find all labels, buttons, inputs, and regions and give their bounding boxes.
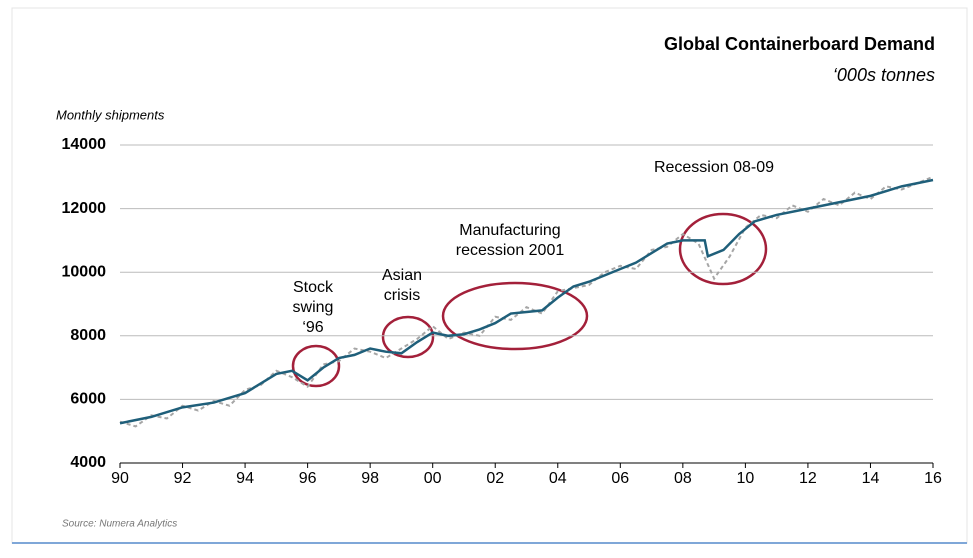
line-series: [119, 178, 934, 425]
annotation: Asian: [382, 267, 422, 284]
circle-recession: [678, 212, 768, 286]
annotation: crisis: [384, 287, 420, 304]
x-tick-label: 08: [674, 470, 692, 487]
chart-title: Global Containerboard Demand: [664, 34, 935, 54]
y-tick-label: 12000: [62, 200, 107, 217]
x-tick-label: 12: [799, 470, 817, 487]
y-tick-label: 4000: [70, 454, 106, 471]
annotation: Recession 08-09: [654, 159, 774, 176]
x-tick-label: 14: [862, 470, 880, 487]
y-tick-label: 6000: [70, 391, 106, 408]
y-tick-label: 14000: [62, 136, 107, 153]
x-tick-label: 04: [549, 470, 567, 487]
x-tick-label: 90: [111, 470, 129, 487]
x-tick-label: 96: [299, 470, 317, 487]
annotation: recession 2001: [456, 242, 565, 259]
highlight-circles: [291, 212, 768, 388]
x-tick-label: 02: [486, 470, 504, 487]
x-tick-label: 16: [924, 470, 942, 487]
source: Source: Numera Analytics: [62, 519, 177, 530]
circle-asian-crisis: [381, 315, 435, 359]
x-tick-label: 00: [424, 470, 442, 487]
circle-stock-swing: [291, 344, 341, 388]
y-tick-label: 10000: [62, 263, 107, 280]
x-tick-label: 10: [736, 470, 754, 487]
x-tick-label: 98: [361, 470, 379, 487]
annotation: Manufacturing: [459, 222, 560, 239]
x-tick-label: 06: [611, 470, 629, 487]
annotation: ‘96: [302, 319, 323, 336]
y-axis-label: Monthly shipments: [56, 107, 165, 122]
chart-subtitle: ‘000s tonnes: [833, 65, 935, 85]
x-tick-label: 94: [236, 470, 254, 487]
card: [11, 7, 968, 544]
x-tick-label: 92: [174, 470, 192, 487]
y-tick-label: 8000: [70, 327, 106, 344]
annotation: Stock: [293, 279, 334, 296]
annotation: swing: [293, 299, 334, 316]
circle-manufacturing: [441, 281, 589, 351]
